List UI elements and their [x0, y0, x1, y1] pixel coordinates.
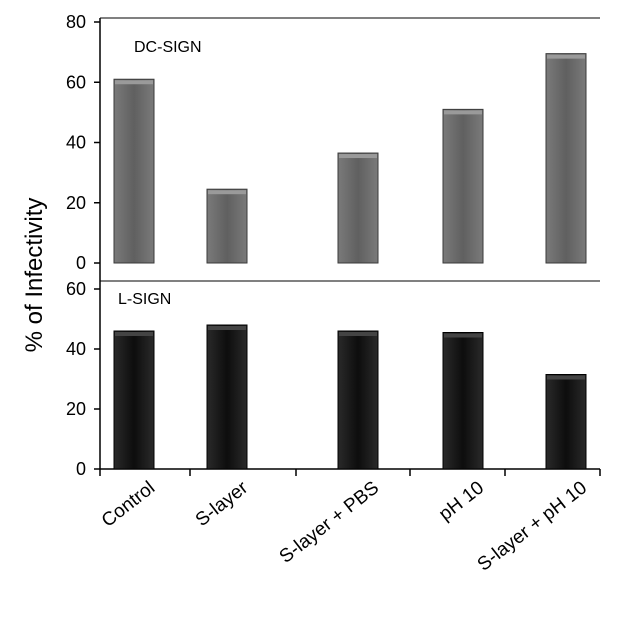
dc-sign-bar	[206, 188, 248, 264]
panel-label-l-sign: L-SIGN	[118, 291, 171, 308]
dc-sign-bar-cap	[444, 110, 482, 115]
dc-sign-bar	[545, 53, 587, 264]
l-sign-bar-cap	[339, 332, 377, 336]
l-sign-bar-cap	[208, 326, 246, 330]
l-sign-y-tick-label: 20	[66, 399, 86, 419]
l-sign-bar	[113, 330, 155, 470]
x-category-label: S-layer	[192, 477, 253, 531]
dc-sign-y-tick-label: 20	[66, 193, 86, 213]
dc-sign-bar	[113, 78, 155, 264]
bar-layer	[113, 53, 587, 470]
dc-sign-y-tick-label: 40	[66, 133, 86, 153]
l-sign-bar	[545, 374, 587, 470]
l-sign-bar	[206, 324, 248, 470]
tick-layer: 0 20 40 60 80 0 20 40 60	[66, 12, 601, 479]
dc-sign-y-tick-label: 60	[66, 72, 86, 92]
dc-sign-bar	[442, 108, 484, 264]
x-category-label: S-layer + pH 10	[474, 477, 591, 575]
l-sign-bar	[337, 330, 379, 470]
l-sign-bar-cap	[444, 333, 482, 338]
dc-sign-bar-cap	[339, 154, 377, 159]
dc-sign-y-tick-label: 0	[76, 253, 86, 273]
dc-sign-bar-cap	[208, 190, 246, 195]
x-category-label: pH 10	[435, 477, 488, 525]
dc-sign-bar	[337, 152, 379, 264]
x-category-label: S-layer + PBS	[276, 477, 383, 567]
l-sign-y-tick-label: 40	[66, 339, 86, 359]
category-label-layer: Control S-layer S-layer + PBS pH 10S-layer …	[98, 477, 591, 576]
dc-sign-bar-cap	[115, 80, 153, 85]
l-sign-y-tick-label: 0	[76, 459, 86, 479]
l-sign-bar-cap	[547, 375, 585, 380]
dc-sign-y-tick-label: 80	[66, 12, 86, 32]
l-sign-y-tick-label: 60	[66, 279, 86, 299]
l-sign-bar	[442, 332, 484, 470]
l-sign-bar-cap	[115, 332, 153, 336]
dc-sign-bar-cap	[547, 54, 585, 59]
y-axis-label: % of Infectivity	[21, 198, 48, 353]
x-category-label: Control	[98, 477, 159, 531]
panel-label-dc-sign: DC-SIGN	[134, 39, 202, 56]
